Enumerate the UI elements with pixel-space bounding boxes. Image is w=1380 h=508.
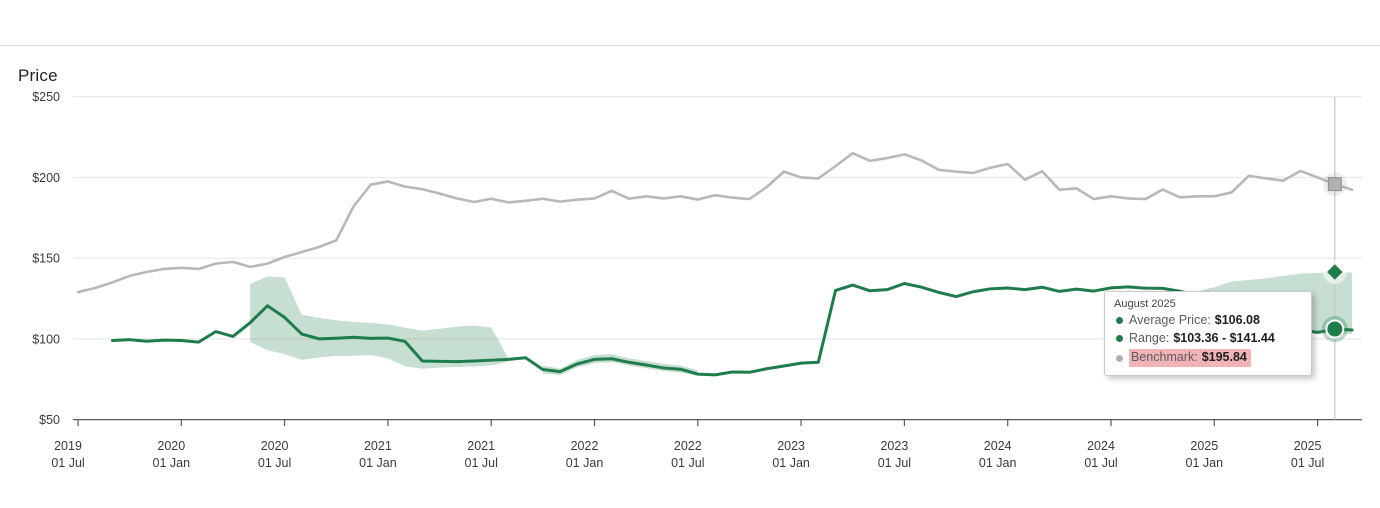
y-axis-tick-label: $50: [39, 413, 60, 427]
x-axis-year-label: 2023: [880, 439, 908, 453]
x-axis-year-label: 2020: [157, 439, 185, 453]
x-axis-date-label: 01 Jul: [1084, 456, 1117, 470]
tooltip-row-label: Range:: [1129, 331, 1170, 345]
average-marker-dot: [1327, 321, 1343, 337]
benchmark-marker-square: [1327, 177, 1342, 192]
x-axis-year-label: 2025: [1294, 439, 1322, 453]
x-axis-date-label: 01 Jul: [878, 456, 911, 470]
x-axis-date-label: 01 Jan: [979, 456, 1017, 470]
tooltip-row-value: $195.84: [1201, 350, 1247, 364]
x-axis-date-label: 01 Jan: [153, 456, 191, 470]
x-axis-year-label: 2024: [1087, 439, 1115, 453]
x-axis-year-label: 2022: [674, 439, 702, 453]
x-axis-year-label: 2024: [984, 439, 1012, 453]
tooltip-text: Average Price: $106.08: [1129, 313, 1260, 328]
x-axis-year-label: 2021: [467, 439, 495, 453]
tooltip-row-value: $106.08: [1214, 313, 1260, 327]
benchmark-marker[interactable]: [1322, 172, 1347, 197]
y-axis-tick-label: $150: [32, 252, 60, 266]
tooltip-row-label: Average Price:: [1129, 313, 1211, 327]
tooltip-highlighted-text: Benchmark: $195.84: [1129, 349, 1251, 367]
tooltip-title: August 2025: [1114, 298, 1176, 310]
range-band-area: [250, 276, 509, 369]
y-axis-tick-label: $100: [32, 332, 60, 346]
range-high-marker[interactable]: [1322, 259, 1347, 284]
tooltip-row: Range: $103.36 - $141.44: [1114, 331, 1302, 346]
x-axis-ticks: [77, 419, 1319, 427]
x-axis-date-label: 01 Jan: [566, 456, 604, 470]
x-axis-year-label: 2022: [571, 439, 599, 453]
top-strip: [0, 0, 1380, 45]
x-axis-labels: 2019 01 Jul 2020 01 Jan 2020 01 Jul 2021 01 Jan…: [51, 439, 1324, 470]
average-price-line: [110, 281, 1354, 377]
x-axis-year-label: 2023: [777, 439, 805, 453]
x-axis-year-label: 2025: [1190, 439, 1218, 453]
tooltip-rows: Average Price: $106.08 Range: $103.36 - $14…: [1114, 313, 1302, 367]
x-axis-date-label: 01 Jul: [465, 456, 498, 470]
x-axis-year-label: 2020: [261, 439, 289, 453]
top-divider: [0, 45, 1380, 46]
x-axis-date-label: 01 Jul: [51, 456, 84, 470]
x-axis-date-label: 01 Jul: [258, 456, 291, 470]
range-band-area: [542, 354, 698, 377]
x-axis-date-label: 01 Jul: [1291, 456, 1324, 470]
x-axis-year-label: 2019: [54, 439, 82, 453]
y-axis-labels: $250 $200 $150 $100 $50: [32, 90, 60, 427]
y-axis-tick-label: $200: [32, 171, 60, 185]
range-high-marker-diamond: [1327, 264, 1343, 280]
x-axis-year-label: 2021: [364, 439, 392, 453]
tooltip-row-label: Benchmark:: [1131, 350, 1198, 364]
chart-tooltip: August 2025 Average Price: $106.08 Range: $…: [1104, 291, 1312, 376]
y-axis-tick-label: $250: [32, 90, 60, 104]
x-axis-date-label: 01 Jul: [671, 456, 704, 470]
chart-title: Price: [18, 66, 58, 85]
tooltip-bullet-icon: [1116, 335, 1123, 342]
tooltip-row: Benchmark: $195.84: [1114, 349, 1302, 367]
average-price-marker[interactable]: [1321, 316, 1348, 343]
x-axis-date-label: 01 Jan: [1186, 456, 1224, 470]
x-axis-date-label: 01 Jan: [772, 456, 810, 470]
tooltip-bullet-icon: [1116, 354, 1123, 362]
tooltip-bullet-icon: [1116, 317, 1123, 324]
benchmark-line: [76, 151, 1354, 294]
tooltip-text: Range: $103.36 - $141.44: [1129, 331, 1275, 346]
tooltip-row: Average Price: $106.08: [1114, 313, 1302, 328]
tooltip-row-value: $103.36 - $141.44: [1173, 331, 1275, 345]
x-axis-date-label: 01 Jan: [359, 456, 397, 470]
